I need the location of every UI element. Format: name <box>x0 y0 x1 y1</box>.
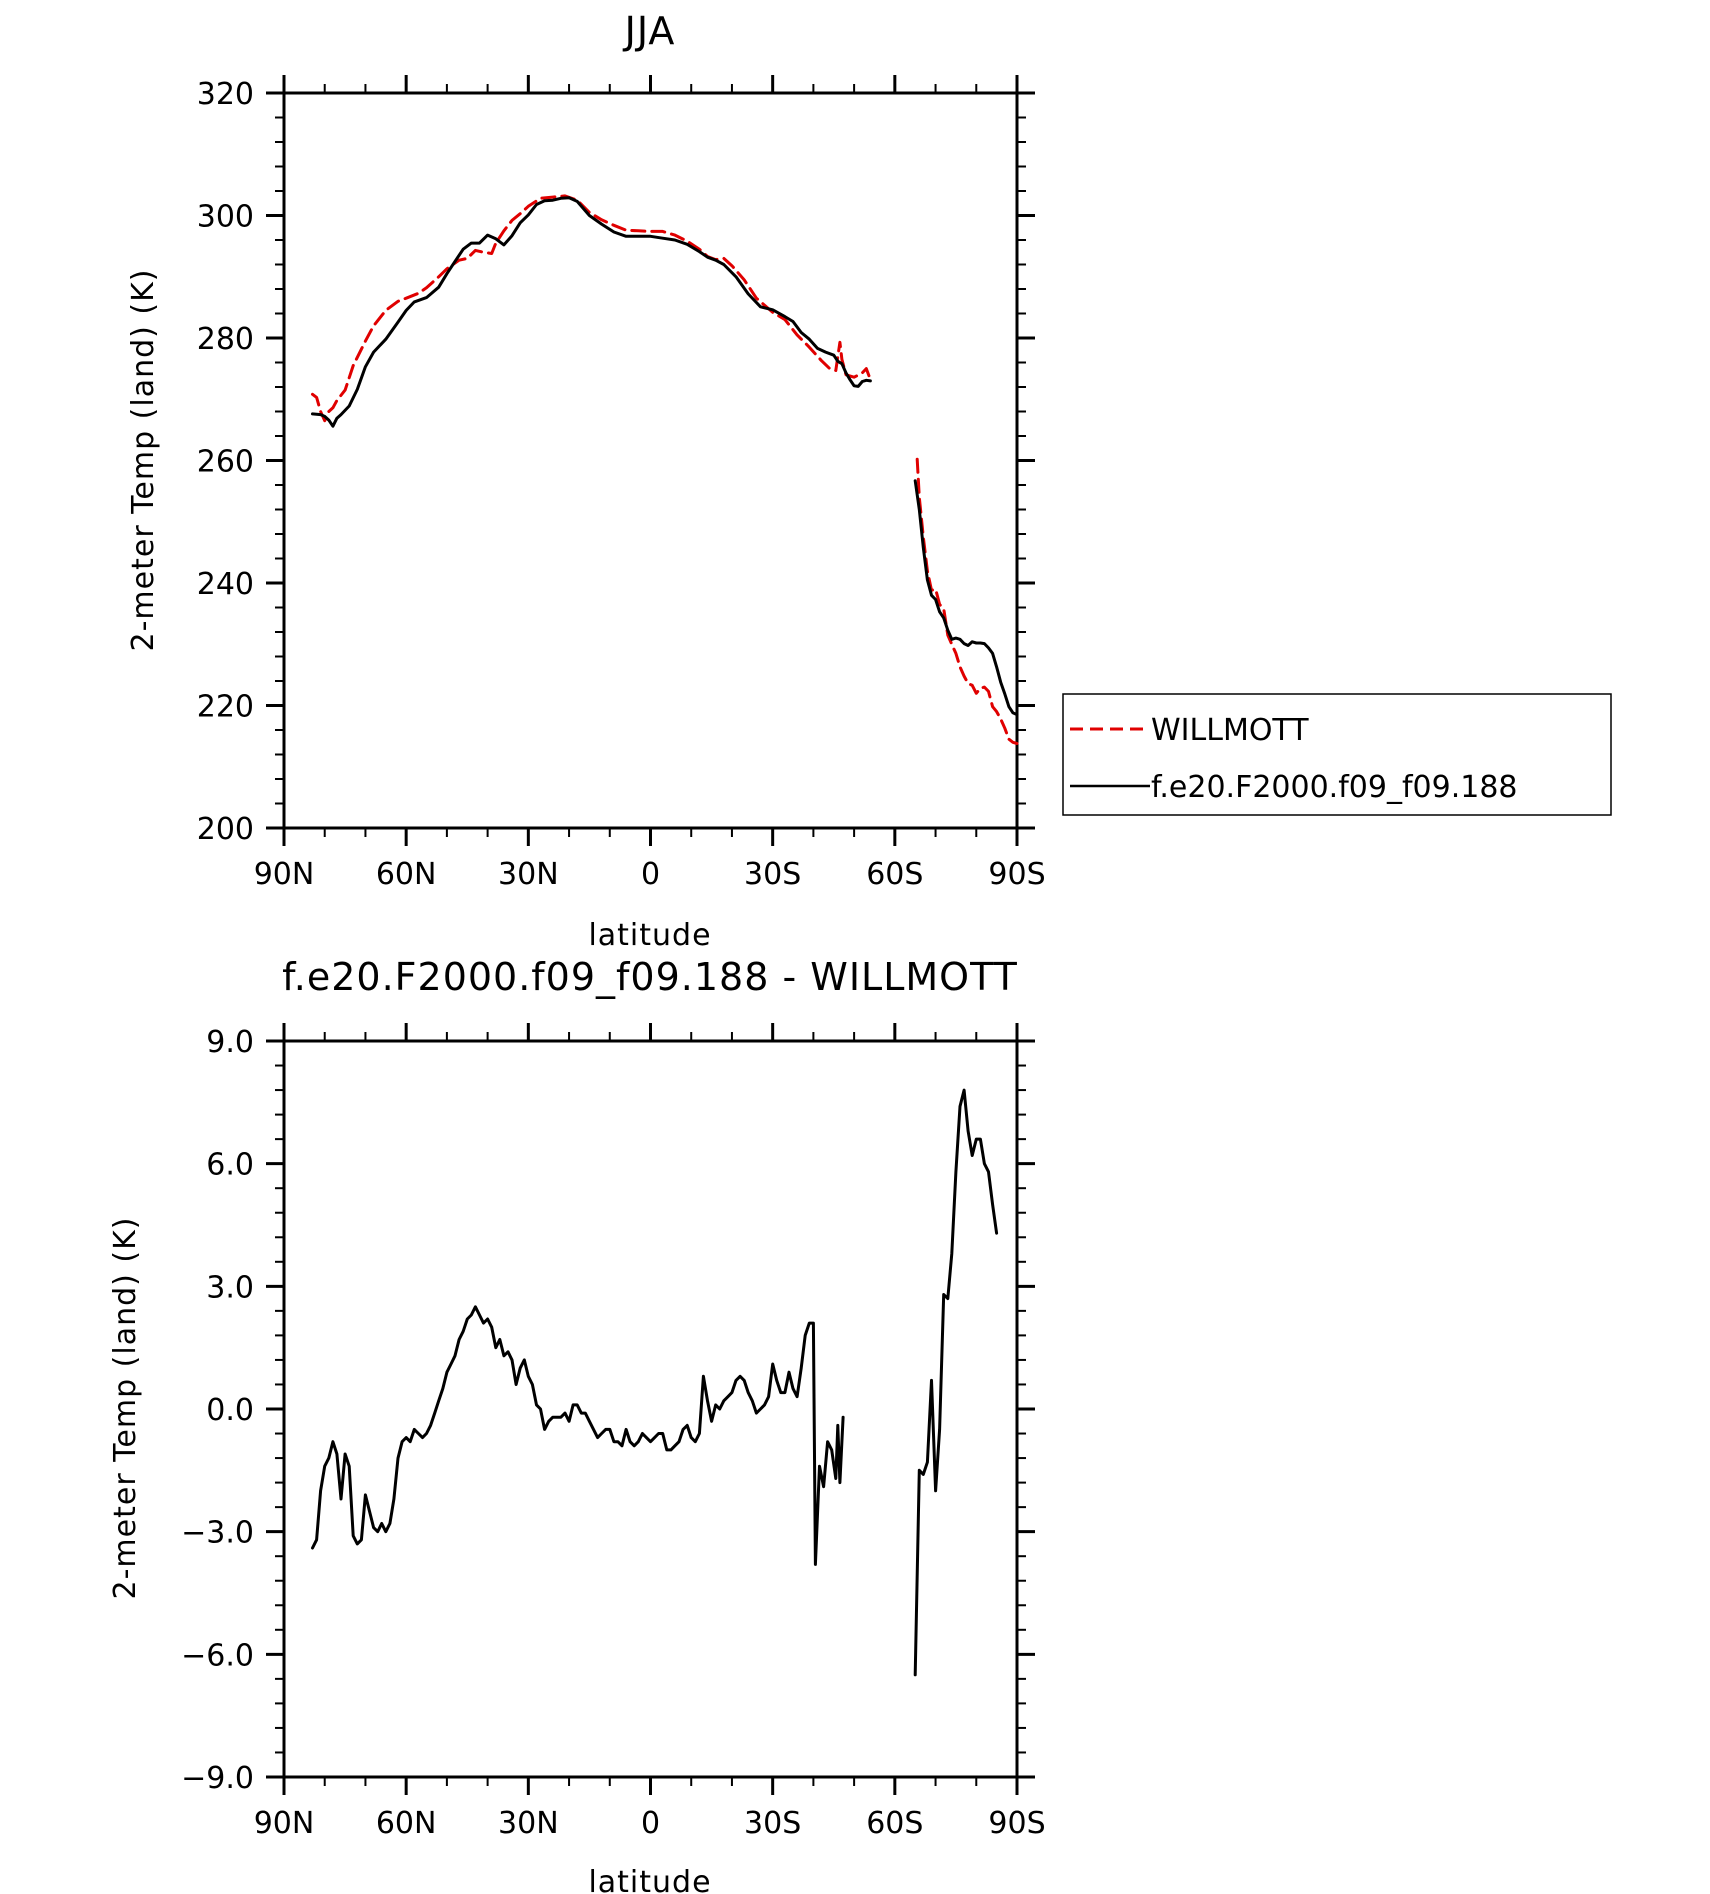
bottom-panel: f.e20.F2000.f09_f09.188 - WILLMOTT −9.0−… <box>108 955 1046 1894</box>
top-panel: JJA 200 220 240 260 280 300 320 90N 60N 30N 0 30S 6… <box>126 9 1046 953</box>
bottom-x-axis-label: latitude <box>588 1865 711 1894</box>
legend-box <box>1062 693 1612 816</box>
legend-model-label: f.e20.F2000.f09_f09.188 <box>1151 770 1518 805</box>
bottom-chart-title: f.e20.F2000.f09_f09.188 - WILLMOTT <box>282 955 1018 999</box>
top-series-0-segment-1 <box>915 457 1019 745</box>
top-series-0-segment-0 <box>311 194 872 423</box>
bottom-series-lines <box>311 1088 999 1677</box>
top-series-lines <box>311 194 1019 745</box>
bottom-y-tick-labels: −9.0 −6.0 −3.0 0.0 3.0 6.0 9.0 <box>181 1025 254 1796</box>
top-series-1-segment-1 <box>913 479 1019 717</box>
x-tick-label: 90S <box>988 857 1045 892</box>
x-tick-label: 0 <box>641 1806 660 1841</box>
x-tick-label: 90N <box>254 1806 315 1841</box>
x-tick-label: 30S <box>744 1806 801 1841</box>
y-tick-label: 320 <box>197 77 254 112</box>
x-tick-label: 30N <box>498 857 559 892</box>
bottom-series-0-segment-1 <box>913 1088 999 1677</box>
x-tick-label: 0 <box>641 857 660 892</box>
top-x-axis-label: latitude <box>588 918 711 953</box>
y-tick-label: 260 <box>197 445 254 480</box>
x-tick-label: 90N <box>254 857 315 892</box>
y-tick-label: 220 <box>197 690 254 725</box>
y-tick-label: 9.0 <box>206 1025 254 1060</box>
x-tick-label: 90S <box>988 1806 1045 1841</box>
top-series-1-segment-0 <box>311 196 872 428</box>
top-plot-frame <box>282 91 1019 830</box>
y-tick-label: −3.0 <box>181 1516 254 1551</box>
y-tick-label: 0.0 <box>206 1393 254 1428</box>
y-tick-label: 200 <box>197 812 254 847</box>
x-tick-label: 60S <box>866 857 923 892</box>
x-tick-label: 60S <box>866 1806 923 1841</box>
top-y-axis-label: 2-meter Temp (land) (K) <box>126 269 161 652</box>
y-tick-label: 280 <box>197 322 254 357</box>
bottom-ticks <box>266 1023 1035 1795</box>
x-tick-label: 30S <box>744 857 801 892</box>
top-y-tick-labels: 200 220 240 260 280 300 320 <box>197 77 254 847</box>
x-tick-label: 60N <box>376 1806 437 1841</box>
y-tick-label: 240 <box>197 567 254 602</box>
bottom-series-0-segment-0 <box>311 1305 845 1566</box>
bottom-x-tick-labels: 90N 60N 30N 0 30S 60S 90S <box>254 1806 1046 1841</box>
top-x-tick-labels: 90N 60N 30N 0 30S 60S 90S <box>254 857 1046 892</box>
x-tick-label: 30N <box>498 1806 559 1841</box>
y-tick-label: −6.0 <box>181 1638 254 1673</box>
y-tick-label: 3.0 <box>206 1270 254 1305</box>
legend: WILLMOTT f.e20.F2000.f09_f09.188 <box>1062 693 1612 816</box>
legend-willmott-label: WILLMOTT <box>1151 713 1309 748</box>
top-ticks <box>266 75 1035 846</box>
x-tick-label: 60N <box>376 857 437 892</box>
y-tick-label: 300 <box>197 200 254 235</box>
bottom-plot-frame <box>282 1039 1019 1779</box>
top-chart-title: JJA <box>623 9 676 53</box>
y-tick-label: 6.0 <box>206 1148 254 1183</box>
bottom-y-axis-label: 2-meter Temp (land) (K) <box>108 1217 143 1600</box>
y-tick-label: −9.0 <box>181 1761 254 1796</box>
